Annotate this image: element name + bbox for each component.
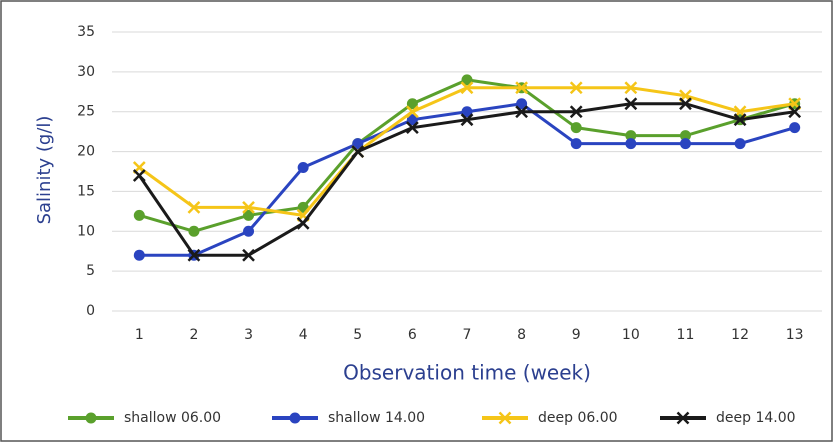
y-tick-label: 0 [86,303,95,319]
point [242,200,255,214]
legend-label: shallow 14.00 [328,410,425,426]
x-tick-label: 8 [517,327,526,343]
point [243,225,255,237]
point [187,200,201,214]
point [734,138,746,150]
point [570,122,582,134]
point [625,130,637,142]
legend-label: shallow 06.00 [124,410,221,426]
y-tick-label: 35 [77,24,95,40]
legend-label: deep 14.00 [716,410,796,426]
y-tick-label: 10 [77,223,95,239]
y-tick-label: 15 [77,183,95,199]
legend-marker [289,412,301,424]
point [406,114,418,126]
x-tick-label: 4 [299,327,308,343]
point [460,81,474,95]
x-tick-label: 1 [135,327,144,343]
point [352,138,364,150]
point [570,138,582,150]
point [296,216,310,230]
x-tick-label: 11 [677,327,695,343]
point [406,121,419,135]
point [625,138,637,150]
point [624,81,638,95]
point [679,97,692,111]
point [297,162,309,174]
point [406,105,419,119]
legend-marker [676,411,690,425]
x-tick-label: 13 [786,327,804,343]
point [406,98,418,110]
point [461,74,473,86]
x-tick-label: 12 [731,327,749,343]
point [133,209,145,221]
point [188,225,200,237]
x-axis-title: Observation time (week) [343,361,591,385]
point [132,169,146,182]
point [460,113,474,127]
legend-label: deep 06.00 [538,410,618,426]
point [242,248,255,262]
x-tick-label: 3 [244,327,253,343]
point [515,105,528,119]
x-tick-label: 7 [463,327,472,343]
x-tick-label: 10 [622,327,640,343]
point [516,98,528,110]
point [789,122,801,134]
point [679,130,691,142]
point [187,248,201,262]
legend-marker [498,411,512,425]
x-tick-label: 2 [189,327,198,343]
y-tick-label: 5 [86,263,95,279]
y-tick-label: 20 [77,144,95,160]
y-tick-label: 25 [77,104,95,120]
point [733,113,747,127]
point [788,105,802,119]
point [624,97,638,111]
x-tick-label: 6 [408,327,417,343]
legend-marker [85,412,97,424]
point [569,105,583,119]
point [351,145,365,158]
x-tick-label: 9 [572,327,581,343]
y-axis-title: Salinity (g/l) [34,116,55,225]
y-tick-label: 30 [77,64,95,80]
x-tick-label: 5 [353,327,362,343]
point [679,138,691,150]
point [569,81,583,95]
point [515,81,528,95]
point [133,249,145,261]
point [243,209,255,221]
point [461,106,473,118]
